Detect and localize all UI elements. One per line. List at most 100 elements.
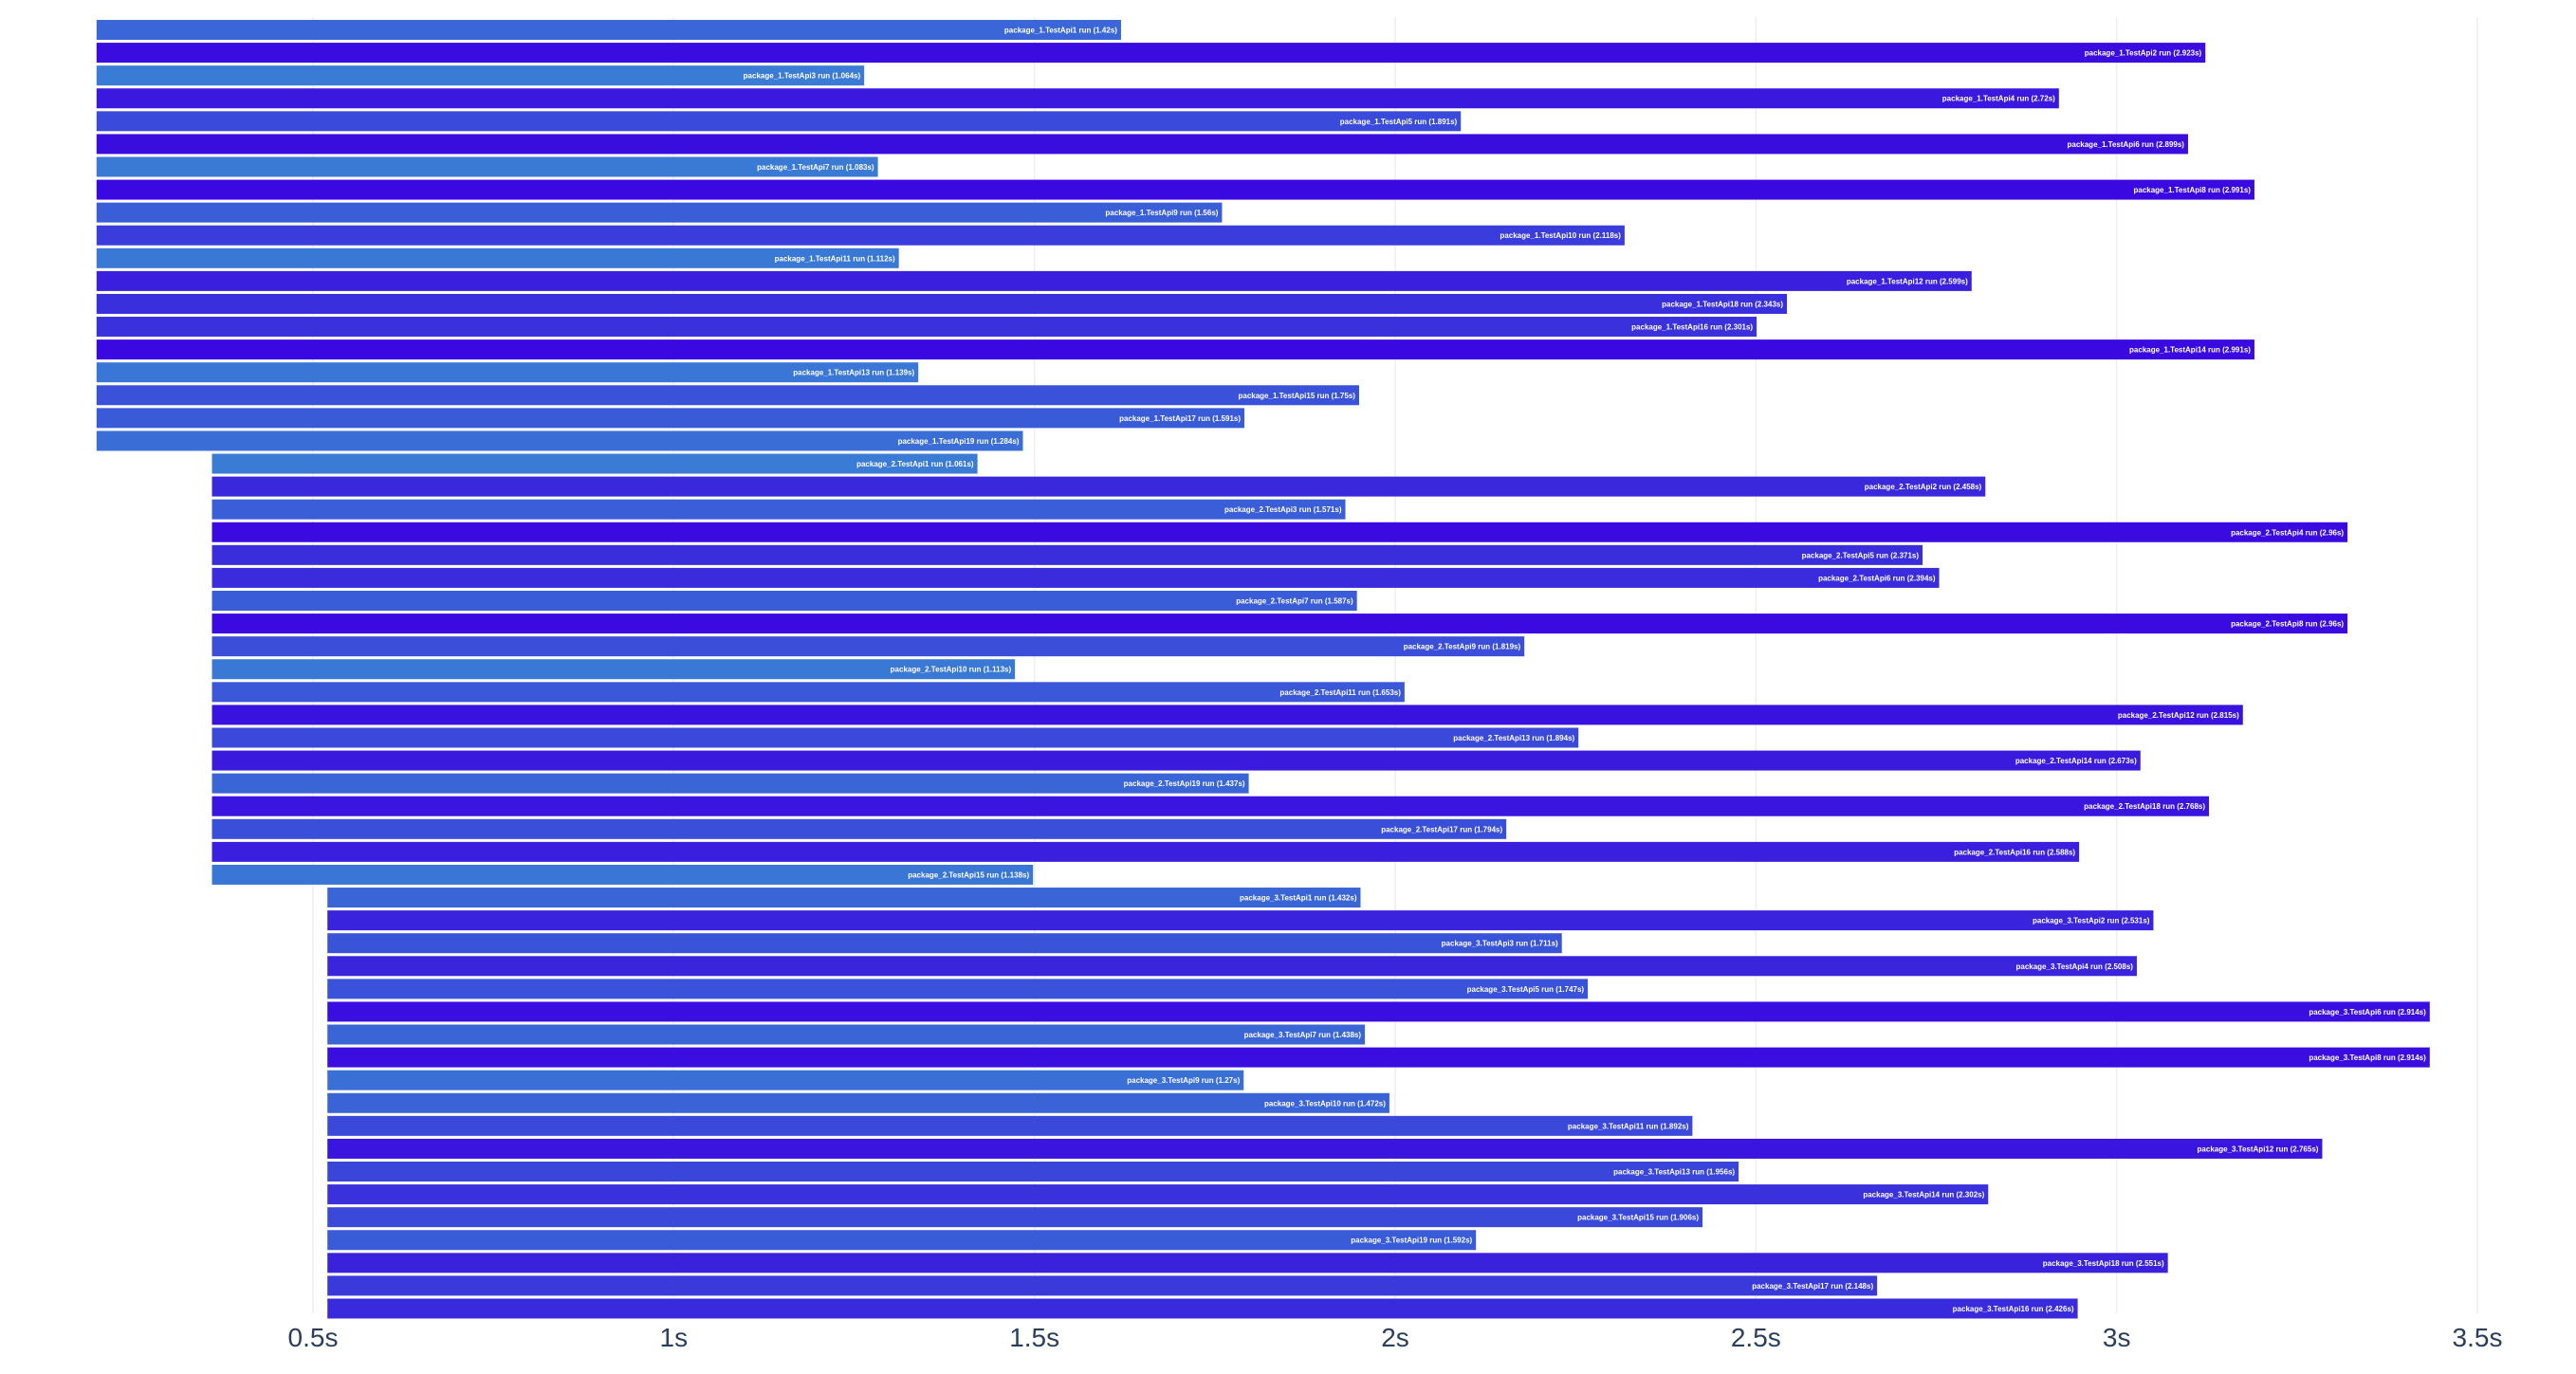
- bar-group[interactable]: package_1.TestApi19 run (1.284s): [96, 431, 1023, 451]
- bar[interactable]: [327, 979, 1589, 999]
- bar[interactable]: [327, 1162, 1739, 1182]
- bar-group[interactable]: package_3.TestApi11 run (1.892s): [327, 1115, 1693, 1136]
- bar-group[interactable]: package_2.TestApi17 run (1.794s): [212, 818, 1507, 839]
- bar-group[interactable]: package_2.TestApi7 run (1.587s): [212, 591, 1357, 611]
- bar[interactable]: [96, 179, 2254, 200]
- bar-group[interactable]: package_1.TestApi4 run (2.72s): [96, 88, 2059, 109]
- bar[interactable]: [96, 225, 1625, 246]
- bar[interactable]: [212, 636, 1525, 657]
- bar-group[interactable]: package_1.TestApi7 run (1.083s): [96, 156, 878, 177]
- bar[interactable]: [96, 431, 1023, 451]
- bar-group[interactable]: package_3.TestApi3 run (1.711s): [327, 933, 1562, 954]
- bar[interactable]: [327, 1275, 1878, 1296]
- bar-group[interactable]: package_2.TestApi8 run (2.96s): [212, 614, 2348, 634]
- bar-group[interactable]: package_3.TestApi10 run (1.472s): [327, 1092, 1389, 1113]
- bar-group[interactable]: package_2.TestApi9 run (1.819s): [212, 636, 1525, 657]
- bar-group[interactable]: package_1.TestApi6 run (2.899s): [96, 134, 2188, 155]
- bar[interactable]: [212, 476, 1986, 497]
- bar[interactable]: [212, 818, 1507, 839]
- bar-group[interactable]: package_3.TestApi14 run (2.302s): [327, 1184, 1989, 1205]
- bar-group[interactable]: package_2.TestApi13 run (1.894s): [212, 727, 1579, 748]
- bar-group[interactable]: package_3.TestApi4 run (2.508s): [327, 956, 2137, 977]
- bar-group[interactable]: package_1.TestApi15 run (1.75s): [96, 385, 1359, 406]
- bar[interactable]: [96, 202, 1223, 223]
- bar[interactable]: [96, 134, 2188, 155]
- bar[interactable]: [96, 88, 2059, 109]
- bar-group[interactable]: package_1.TestApi13 run (1.139s): [96, 362, 919, 383]
- bar[interactable]: [96, 43, 2206, 64]
- bar[interactable]: [96, 293, 1788, 314]
- bar[interactable]: [212, 659, 1016, 680]
- bar-group[interactable]: package_2.TestApi2 run (2.458s): [212, 476, 1986, 497]
- bar[interactable]: [212, 499, 1346, 520]
- bar[interactable]: [96, 65, 865, 86]
- bar-group[interactable]: package_3.TestApi8 run (2.914s): [327, 1047, 2430, 1068]
- bar-group[interactable]: package_1.TestApi18 run (2.343s): [96, 293, 1788, 314]
- bar[interactable]: [212, 522, 2348, 542]
- bar-group[interactable]: package_2.TestApi14 run (2.673s): [212, 750, 2141, 771]
- bar-group[interactable]: package_1.TestApi14 run (2.991s): [96, 339, 2254, 360]
- bar-group[interactable]: package_2.TestApi11 run (1.653s): [212, 682, 1405, 703]
- bar-group[interactable]: package_3.TestApi19 run (1.592s): [327, 1230, 1477, 1251]
- bar[interactable]: [212, 864, 1034, 885]
- bar[interactable]: [96, 20, 1121, 40]
- bar-group[interactable]: package_3.TestApi7 run (1.438s): [327, 1024, 1366, 1045]
- bar-group[interactable]: package_2.TestApi6 run (2.394s): [212, 567, 1940, 588]
- bar[interactable]: [327, 1298, 2078, 1319]
- bar-group[interactable]: package_1.TestApi16 run (2.301s): [96, 317, 1757, 338]
- bar[interactable]: [212, 544, 1923, 565]
- bar[interactable]: [212, 750, 2141, 771]
- bar-group[interactable]: package_2.TestApi18 run (2.768s): [212, 796, 2210, 816]
- bar[interactable]: [327, 1253, 2168, 1273]
- bar[interactable]: [327, 1230, 1477, 1251]
- bar[interactable]: [327, 1001, 2430, 1022]
- bar[interactable]: [327, 910, 2154, 931]
- bar[interactable]: [96, 385, 1359, 406]
- bar[interactable]: [327, 956, 2137, 977]
- bar[interactable]: [96, 156, 878, 177]
- bar-group[interactable]: package_1.TestApi10 run (2.118s): [96, 225, 1625, 246]
- bar-group[interactable]: package_1.TestApi11 run (1.112s): [96, 247, 899, 268]
- bar-group[interactable]: package_3.TestApi12 run (2.765s): [327, 1138, 2323, 1159]
- bar[interactable]: [96, 408, 1245, 429]
- bar[interactable]: [212, 591, 1357, 611]
- bar[interactable]: [96, 339, 2254, 360]
- bar-group[interactable]: package_1.TestApi17 run (1.591s): [96, 408, 1245, 429]
- bar[interactable]: [327, 1070, 1244, 1090]
- bar-group[interactable]: package_3.TestApi9 run (1.27s): [327, 1070, 1244, 1090]
- bar[interactable]: [327, 1047, 2430, 1068]
- bar-group[interactable]: package_1.TestApi5 run (1.891s): [96, 111, 1462, 132]
- bar[interactable]: [212, 705, 2243, 725]
- bar[interactable]: [96, 270, 1972, 291]
- bar-group[interactable]: package_1.TestApi3 run (1.064s): [96, 65, 865, 86]
- bar[interactable]: [327, 1115, 1693, 1136]
- bar-group[interactable]: package_3.TestApi5 run (1.747s): [327, 979, 1589, 999]
- bar-group[interactable]: package_3.TestApi17 run (2.148s): [327, 1275, 1878, 1296]
- bar-group[interactable]: package_3.TestApi2 run (2.531s): [327, 910, 2154, 931]
- bar-group[interactable]: package_3.TestApi15 run (1.906s): [327, 1207, 1703, 1228]
- bar[interactable]: [96, 111, 1462, 132]
- bar[interactable]: [327, 1024, 1366, 1045]
- bar-group[interactable]: package_2.TestApi12 run (2.815s): [212, 705, 2243, 725]
- bar[interactable]: [212, 796, 2210, 816]
- bar[interactable]: [212, 727, 1579, 748]
- bar-group[interactable]: package_2.TestApi15 run (1.138s): [212, 864, 1034, 885]
- bar[interactable]: [96, 317, 1757, 338]
- bar-group[interactable]: package_3.TestApi6 run (2.914s): [327, 1001, 2430, 1022]
- bar[interactable]: [212, 682, 1405, 703]
- bar-group[interactable]: package_2.TestApi19 run (1.437s): [212, 773, 1249, 794]
- bar-group[interactable]: package_2.TestApi1 run (1.061s): [212, 453, 978, 474]
- bar-group[interactable]: package_3.TestApi13 run (1.956s): [327, 1162, 1739, 1182]
- bar[interactable]: [327, 1092, 1389, 1113]
- bar[interactable]: [327, 888, 1361, 908]
- bar-group[interactable]: package_2.TestApi10 run (1.113s): [212, 659, 1016, 680]
- bar[interactable]: [212, 614, 2348, 634]
- bar-group[interactable]: package_2.TestApi5 run (2.371s): [212, 544, 1923, 565]
- bar-group[interactable]: package_3.TestApi1 run (1.432s): [327, 888, 1361, 908]
- bar-group[interactable]: package_1.TestApi2 run (2.923s): [96, 43, 2206, 64]
- bar-group[interactable]: package_2.TestApi3 run (1.571s): [212, 499, 1346, 520]
- bar-group[interactable]: package_2.TestApi16 run (2.588s): [212, 841, 2080, 862]
- bar[interactable]: [212, 453, 978, 474]
- bar[interactable]: [212, 567, 1940, 588]
- bar-group[interactable]: package_3.TestApi18 run (2.551s): [327, 1253, 2168, 1273]
